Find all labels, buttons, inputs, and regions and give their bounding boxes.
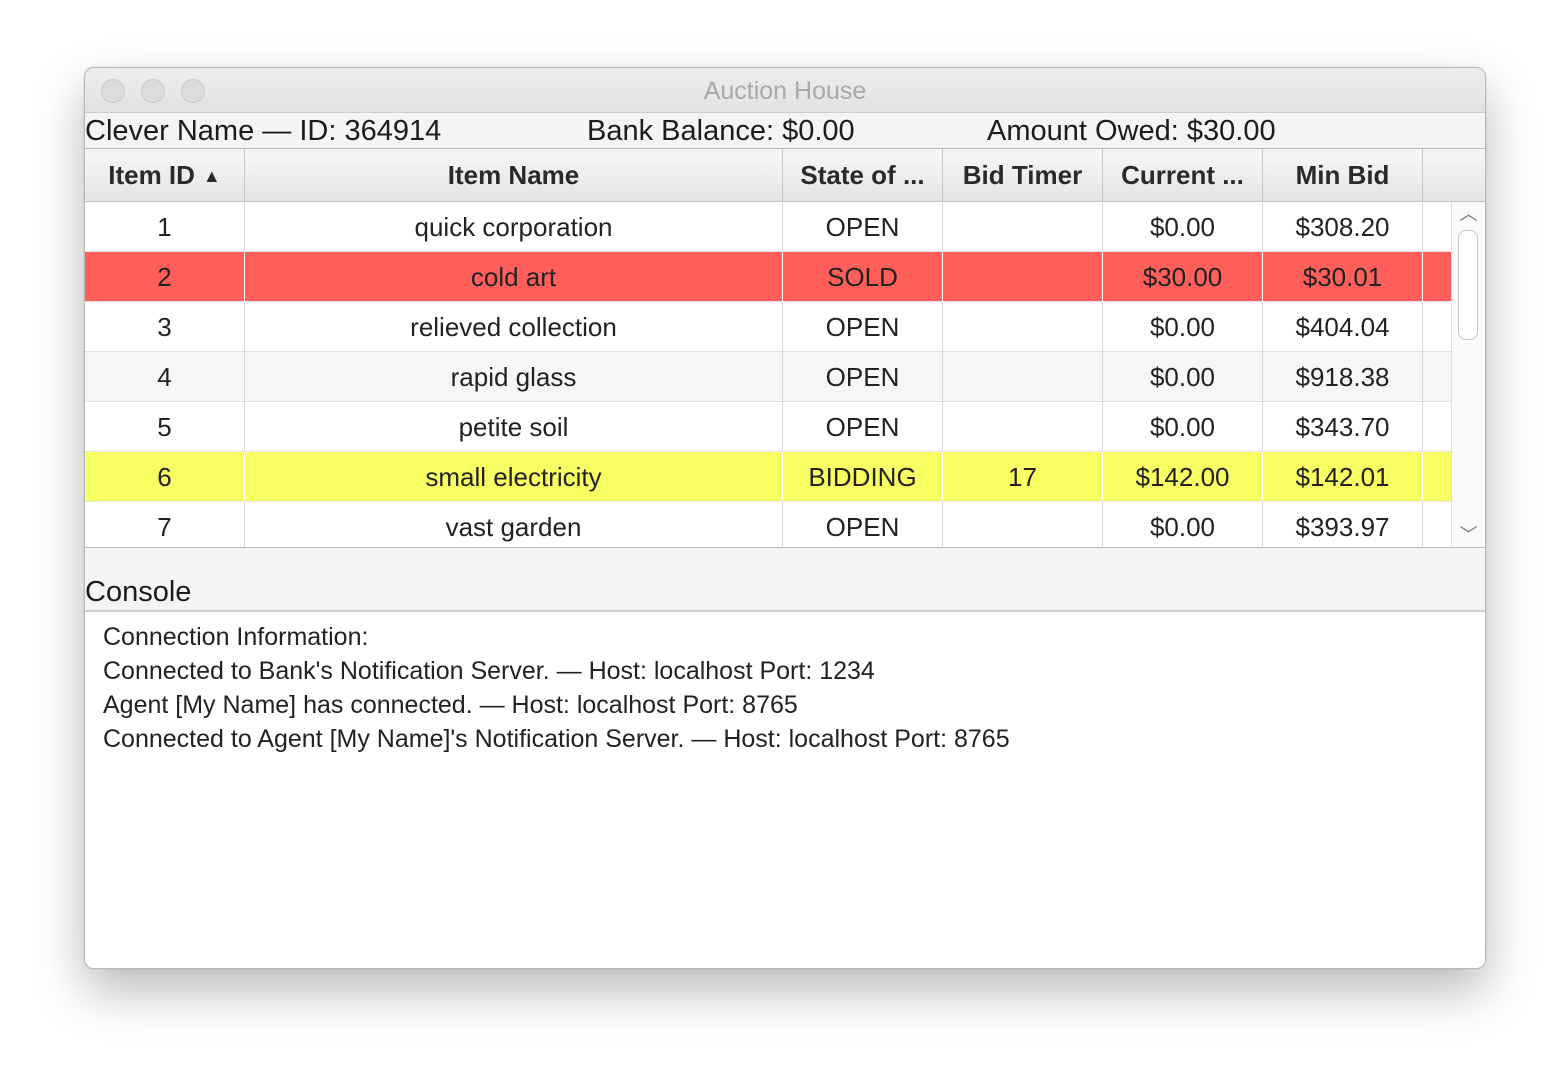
column-header-label: Item ID: [108, 160, 195, 190]
cell-state: BIDDING: [783, 452, 943, 502]
cell-bid-timer: [943, 302, 1103, 352]
cell-current-bid: $142.00: [1103, 452, 1263, 502]
table-row[interactable]: 3 relieved collection OPEN $0.00 $404.04: [85, 302, 1451, 352]
cell-filler: [1423, 202, 1451, 252]
scroll-down-icon[interactable]: ﹀: [1459, 525, 1478, 545]
cell-bid-timer: [943, 252, 1103, 302]
cell-item-id: 4: [85, 352, 245, 402]
cell-item-name: quick corporation: [245, 202, 783, 252]
console-line: Connected to Bank's Notification Server.…: [103, 657, 875, 685]
table-row[interactable]: 2 cold art SOLD $30.00 $30.01: [85, 252, 1451, 302]
scroll-up-icon[interactable]: ︿: [1459, 204, 1478, 224]
title-bar: Auction House: [85, 68, 1485, 113]
table-row[interactable]: 6 small electricity BIDDING 17 $142.00 $142.0…: [85, 452, 1451, 502]
cell-current-bid: $0.00: [1103, 302, 1263, 352]
cell-current-bid: $0.00: [1103, 502, 1263, 547]
cell-filler: [1423, 452, 1451, 502]
cell-min-bid: $404.04: [1263, 302, 1423, 352]
column-header-bid-timer[interactable]: Bid Timer: [943, 149, 1103, 201]
amount-owed: Amount Owed: $30.00: [987, 115, 1276, 147]
cell-item-id: 5: [85, 402, 245, 452]
cell-min-bid: $918.38: [1263, 352, 1423, 402]
column-header-item-id[interactable]: Item ID ▲: [85, 149, 245, 201]
window-title: Auction House: [703, 77, 867, 105]
cell-bid-timer: 17: [943, 452, 1103, 502]
column-header-filler: [1423, 149, 1485, 201]
console-line: Connected to Agent [My Name]'s Notificat…: [103, 725, 1010, 753]
agent-name-id: Clever Name — ID: 364914: [85, 115, 442, 147]
cell-item-name: relieved collection: [245, 302, 783, 352]
cell-filler: [1423, 252, 1451, 302]
cell-bid-timer: [943, 402, 1103, 452]
scrollbar-thumb[interactable]: [1458, 230, 1478, 340]
cell-item-name: small electricity: [245, 452, 783, 502]
cell-item-name: petite soil: [245, 402, 783, 452]
cell-bid-timer: [943, 502, 1103, 547]
cell-item-id: 1: [85, 202, 245, 252]
cell-state: SOLD: [783, 252, 943, 302]
cell-bid-timer: [943, 352, 1103, 402]
cell-item-id: 3: [85, 302, 245, 352]
column-header-current-bid[interactable]: Current ...: [1103, 149, 1263, 201]
minimize-window-button[interactable]: [141, 79, 165, 103]
cell-filler: [1423, 302, 1451, 352]
auction-house-window: Auction House Clever Name — ID: 364914 B…: [84, 67, 1486, 969]
table-row[interactable]: 1 quick corporation OPEN $0.00 $308.20: [85, 202, 1451, 252]
cell-filler: [1423, 502, 1451, 547]
sort-ascending-icon: ▲: [202, 166, 221, 186]
cell-item-name: vast garden: [245, 502, 783, 547]
cell-filler: [1423, 402, 1451, 452]
zoom-window-button[interactable]: [181, 79, 205, 103]
cell-state: OPEN: [783, 502, 943, 547]
cell-state: OPEN: [783, 302, 943, 352]
console-line: Agent [My Name] has connected. — Host: l…: [103, 691, 798, 719]
table-vertical-scrollbar[interactable]: ︿ ﹀: [1451, 202, 1485, 547]
table-row[interactable]: 7 vast garden OPEN $0.00 $393.97: [85, 502, 1451, 547]
table-row[interactable]: 5 petite soil OPEN $0.00 $343.70: [85, 402, 1451, 452]
cell-item-name: cold art: [245, 252, 783, 302]
cell-current-bid: $0.00: [1103, 202, 1263, 252]
column-header-state[interactable]: State of ...: [783, 149, 943, 201]
column-header-min-bid[interactable]: Min Bid: [1263, 149, 1423, 201]
cell-item-id: 7: [85, 502, 245, 547]
cell-filler: [1423, 352, 1451, 402]
column-header-item-name[interactable]: Item Name: [245, 149, 783, 201]
cell-min-bid: $30.01: [1263, 252, 1423, 302]
console-line: Connection Information:: [103, 623, 369, 651]
items-table: Item ID ▲ Item Name State of ... Bid Time…: [85, 148, 1485, 548]
cell-item-name: rapid glass: [245, 352, 783, 402]
table-header: Item ID ▲ Item Name State of ... Bid Time…: [85, 149, 1485, 202]
console-label: Console: [85, 576, 192, 608]
cell-current-bid: $30.00: [1103, 252, 1263, 302]
cell-bid-timer: [943, 202, 1103, 252]
table-body: 1 quick corporation OPEN $0.00 $308.20 2 cold …: [85, 202, 1451, 547]
cell-current-bid: $0.00: [1103, 352, 1263, 402]
table-row[interactable]: 4 rapid glass OPEN $0.00 $918.38: [85, 352, 1451, 402]
cell-current-bid: $0.00: [1103, 402, 1263, 452]
cell-state: OPEN: [783, 202, 943, 252]
cell-state: OPEN: [783, 352, 943, 402]
cell-min-bid: $393.97: [1263, 502, 1423, 547]
account-info-bar: Clever Name — ID: 364914 Bank Balance: $…: [85, 112, 1485, 150]
cell-item-id: 6: [85, 452, 245, 502]
close-window-button[interactable]: [101, 79, 125, 103]
cell-min-bid: $343.70: [1263, 402, 1423, 452]
cell-item-id: 2: [85, 252, 245, 302]
cell-min-bid: $308.20: [1263, 202, 1423, 252]
cell-min-bid: $142.01: [1263, 452, 1423, 502]
console-output[interactable]: Connection Information: Connected to Bank…: [85, 610, 1485, 968]
bank-balance: Bank Balance: $0.00: [587, 115, 855, 147]
cell-state: OPEN: [783, 402, 943, 452]
